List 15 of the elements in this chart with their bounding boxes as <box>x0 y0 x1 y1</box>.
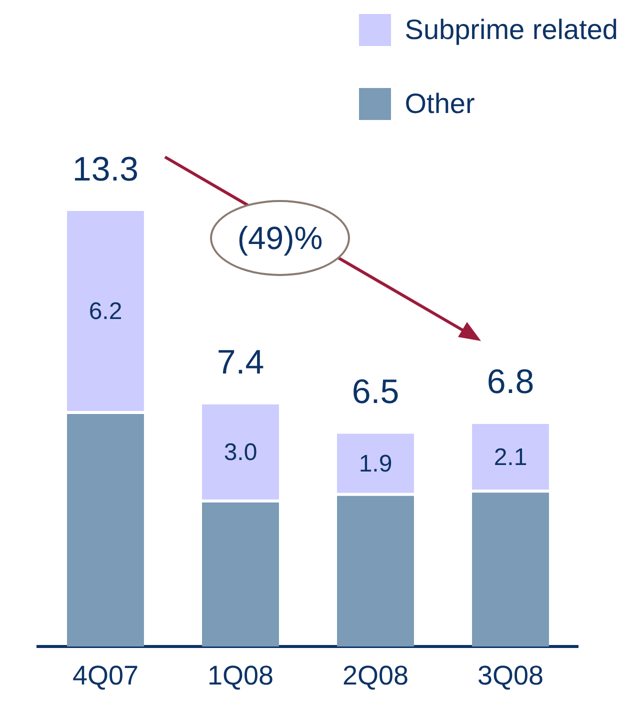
data-label: 1.9 <box>358 450 392 478</box>
annotation: (49)% <box>237 220 323 256</box>
x-tick-label: 3Q08 <box>477 660 544 690</box>
x-tick-label: 2Q08 <box>342 660 409 690</box>
x-tick-label: 1Q08 <box>207 660 274 690</box>
x-tick-label: 4Q07 <box>72 660 139 690</box>
total-label: 7.4 <box>216 344 264 382</box>
total-label: 6.5 <box>352 373 400 412</box>
data-label: 3.0 <box>224 438 258 466</box>
legend-label: Other <box>404 88 475 120</box>
legend-label: Subprime related <box>404 14 618 46</box>
data-label: 2.1 <box>494 444 528 471</box>
total-label: 6.8 <box>486 363 534 402</box>
total-label: 13.3 <box>72 150 139 188</box>
data-label: 6.2 <box>88 298 122 326</box>
